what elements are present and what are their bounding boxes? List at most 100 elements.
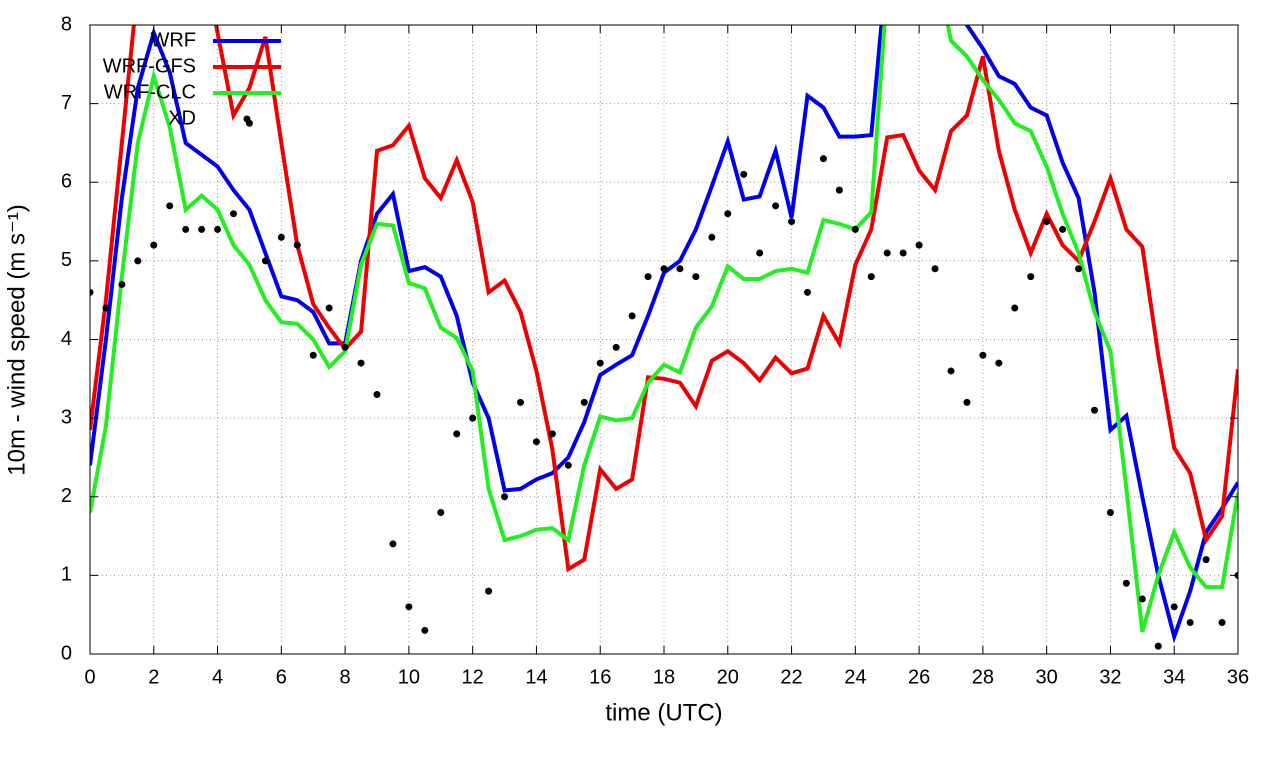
data-point xyxy=(102,304,110,312)
y-tick-label: 5 xyxy=(61,249,72,271)
data-point xyxy=(915,241,923,249)
x-tick-label: 14 xyxy=(525,666,547,688)
data-point xyxy=(1186,619,1194,627)
data-point xyxy=(134,257,142,265)
data-point xyxy=(501,493,509,501)
y-tick-label: 2 xyxy=(61,485,72,507)
data-point xyxy=(819,155,827,163)
x-tick-label: 26 xyxy=(908,666,930,688)
x-tick-label: 30 xyxy=(1036,666,1058,688)
data-point xyxy=(835,186,843,194)
data-point xyxy=(90,288,94,296)
x-axis-label: time (UTC) xyxy=(605,699,722,726)
data-point xyxy=(261,257,269,265)
data-point xyxy=(405,603,413,611)
data-point xyxy=(564,461,572,469)
data-point xyxy=(772,202,780,210)
data-point xyxy=(979,351,987,359)
x-tick-label: 12 xyxy=(462,666,484,688)
legend-key xyxy=(243,115,251,123)
x-tick-label: 6 xyxy=(276,666,287,688)
data-point xyxy=(788,218,796,226)
y-axis-label: 10m - wind speed (m s⁻¹) xyxy=(3,204,30,475)
x-tick-label: 8 xyxy=(340,666,351,688)
data-point xyxy=(118,280,126,288)
data-point xyxy=(644,273,652,281)
ticks: 0 2 4 6 8 10 12 14 16 18 20 22 24 26 28 30 32 34 360123456… xyxy=(61,13,1249,688)
data-point xyxy=(198,225,206,233)
data-point xyxy=(756,249,764,257)
x-tick-label: 36 xyxy=(1227,666,1249,688)
data-point xyxy=(1218,619,1226,627)
legend-label: WRF-GFS xyxy=(103,55,196,77)
x-tick-label: 20 xyxy=(717,666,739,688)
series-line xyxy=(90,25,1238,633)
data-point xyxy=(532,438,540,446)
x-tick-label: 10 xyxy=(398,666,420,688)
data-point xyxy=(724,210,732,218)
legend: WRF WRF-GFS WRF-CLC XD xyxy=(103,29,281,129)
data-point xyxy=(214,225,222,233)
data-point xyxy=(182,225,190,233)
data-point xyxy=(293,241,301,249)
legend-label: XD xyxy=(168,107,196,129)
data-point xyxy=(692,273,700,281)
data-point xyxy=(596,359,604,367)
data-point xyxy=(676,265,684,273)
data-point xyxy=(325,304,333,312)
data-point xyxy=(1059,225,1067,233)
data-point xyxy=(931,265,939,273)
data-point xyxy=(277,233,285,241)
data-point xyxy=(357,359,365,367)
y-tick-label: 0 xyxy=(61,642,72,664)
data-point xyxy=(341,343,349,351)
data-point xyxy=(580,398,588,406)
data-point xyxy=(389,540,397,548)
data-point xyxy=(1138,595,1146,603)
data-point xyxy=(963,398,971,406)
x-tick-label: 18 xyxy=(653,666,675,688)
data-point xyxy=(1202,556,1210,564)
data-point xyxy=(947,367,955,375)
data-point xyxy=(628,312,636,320)
plot-area xyxy=(90,25,1238,650)
y-tick-label: 7 xyxy=(61,92,72,114)
data-point xyxy=(453,430,461,438)
data-point xyxy=(309,351,317,359)
series-line xyxy=(90,25,1238,573)
data-point xyxy=(899,249,907,257)
data-point xyxy=(708,233,716,241)
data-point xyxy=(1122,579,1130,587)
data-point xyxy=(1154,642,1162,650)
data-point xyxy=(740,170,748,178)
x-tick-label: 2 xyxy=(148,666,159,688)
legend-label: WRF-CLC xyxy=(104,81,196,103)
data-point xyxy=(1075,265,1083,273)
data-point xyxy=(1170,603,1178,611)
data-point xyxy=(166,202,174,210)
y-tick-label: 8 xyxy=(61,13,72,35)
legend-label: WRF xyxy=(150,29,196,51)
data-point xyxy=(1043,218,1051,226)
x-tick-label: 0 xyxy=(84,666,95,688)
data-point xyxy=(230,210,237,218)
data-point xyxy=(373,391,381,399)
x-tick-label: 34 xyxy=(1163,666,1185,688)
data-point xyxy=(660,265,668,273)
data-point xyxy=(548,430,556,438)
y-tick-label: 1 xyxy=(61,564,72,586)
y-tick-label: 4 xyxy=(61,328,72,350)
series-line xyxy=(90,25,1238,644)
x-tick-label: 32 xyxy=(1099,666,1121,688)
data-point xyxy=(150,241,158,249)
data-point xyxy=(804,288,811,296)
data-point xyxy=(851,225,859,233)
x-tick-label: 24 xyxy=(844,666,866,688)
data-point xyxy=(883,249,891,257)
data-point xyxy=(1106,508,1114,516)
data-point xyxy=(469,414,477,422)
data-point xyxy=(437,508,445,516)
data-point xyxy=(867,273,875,281)
data-point xyxy=(1011,304,1019,312)
